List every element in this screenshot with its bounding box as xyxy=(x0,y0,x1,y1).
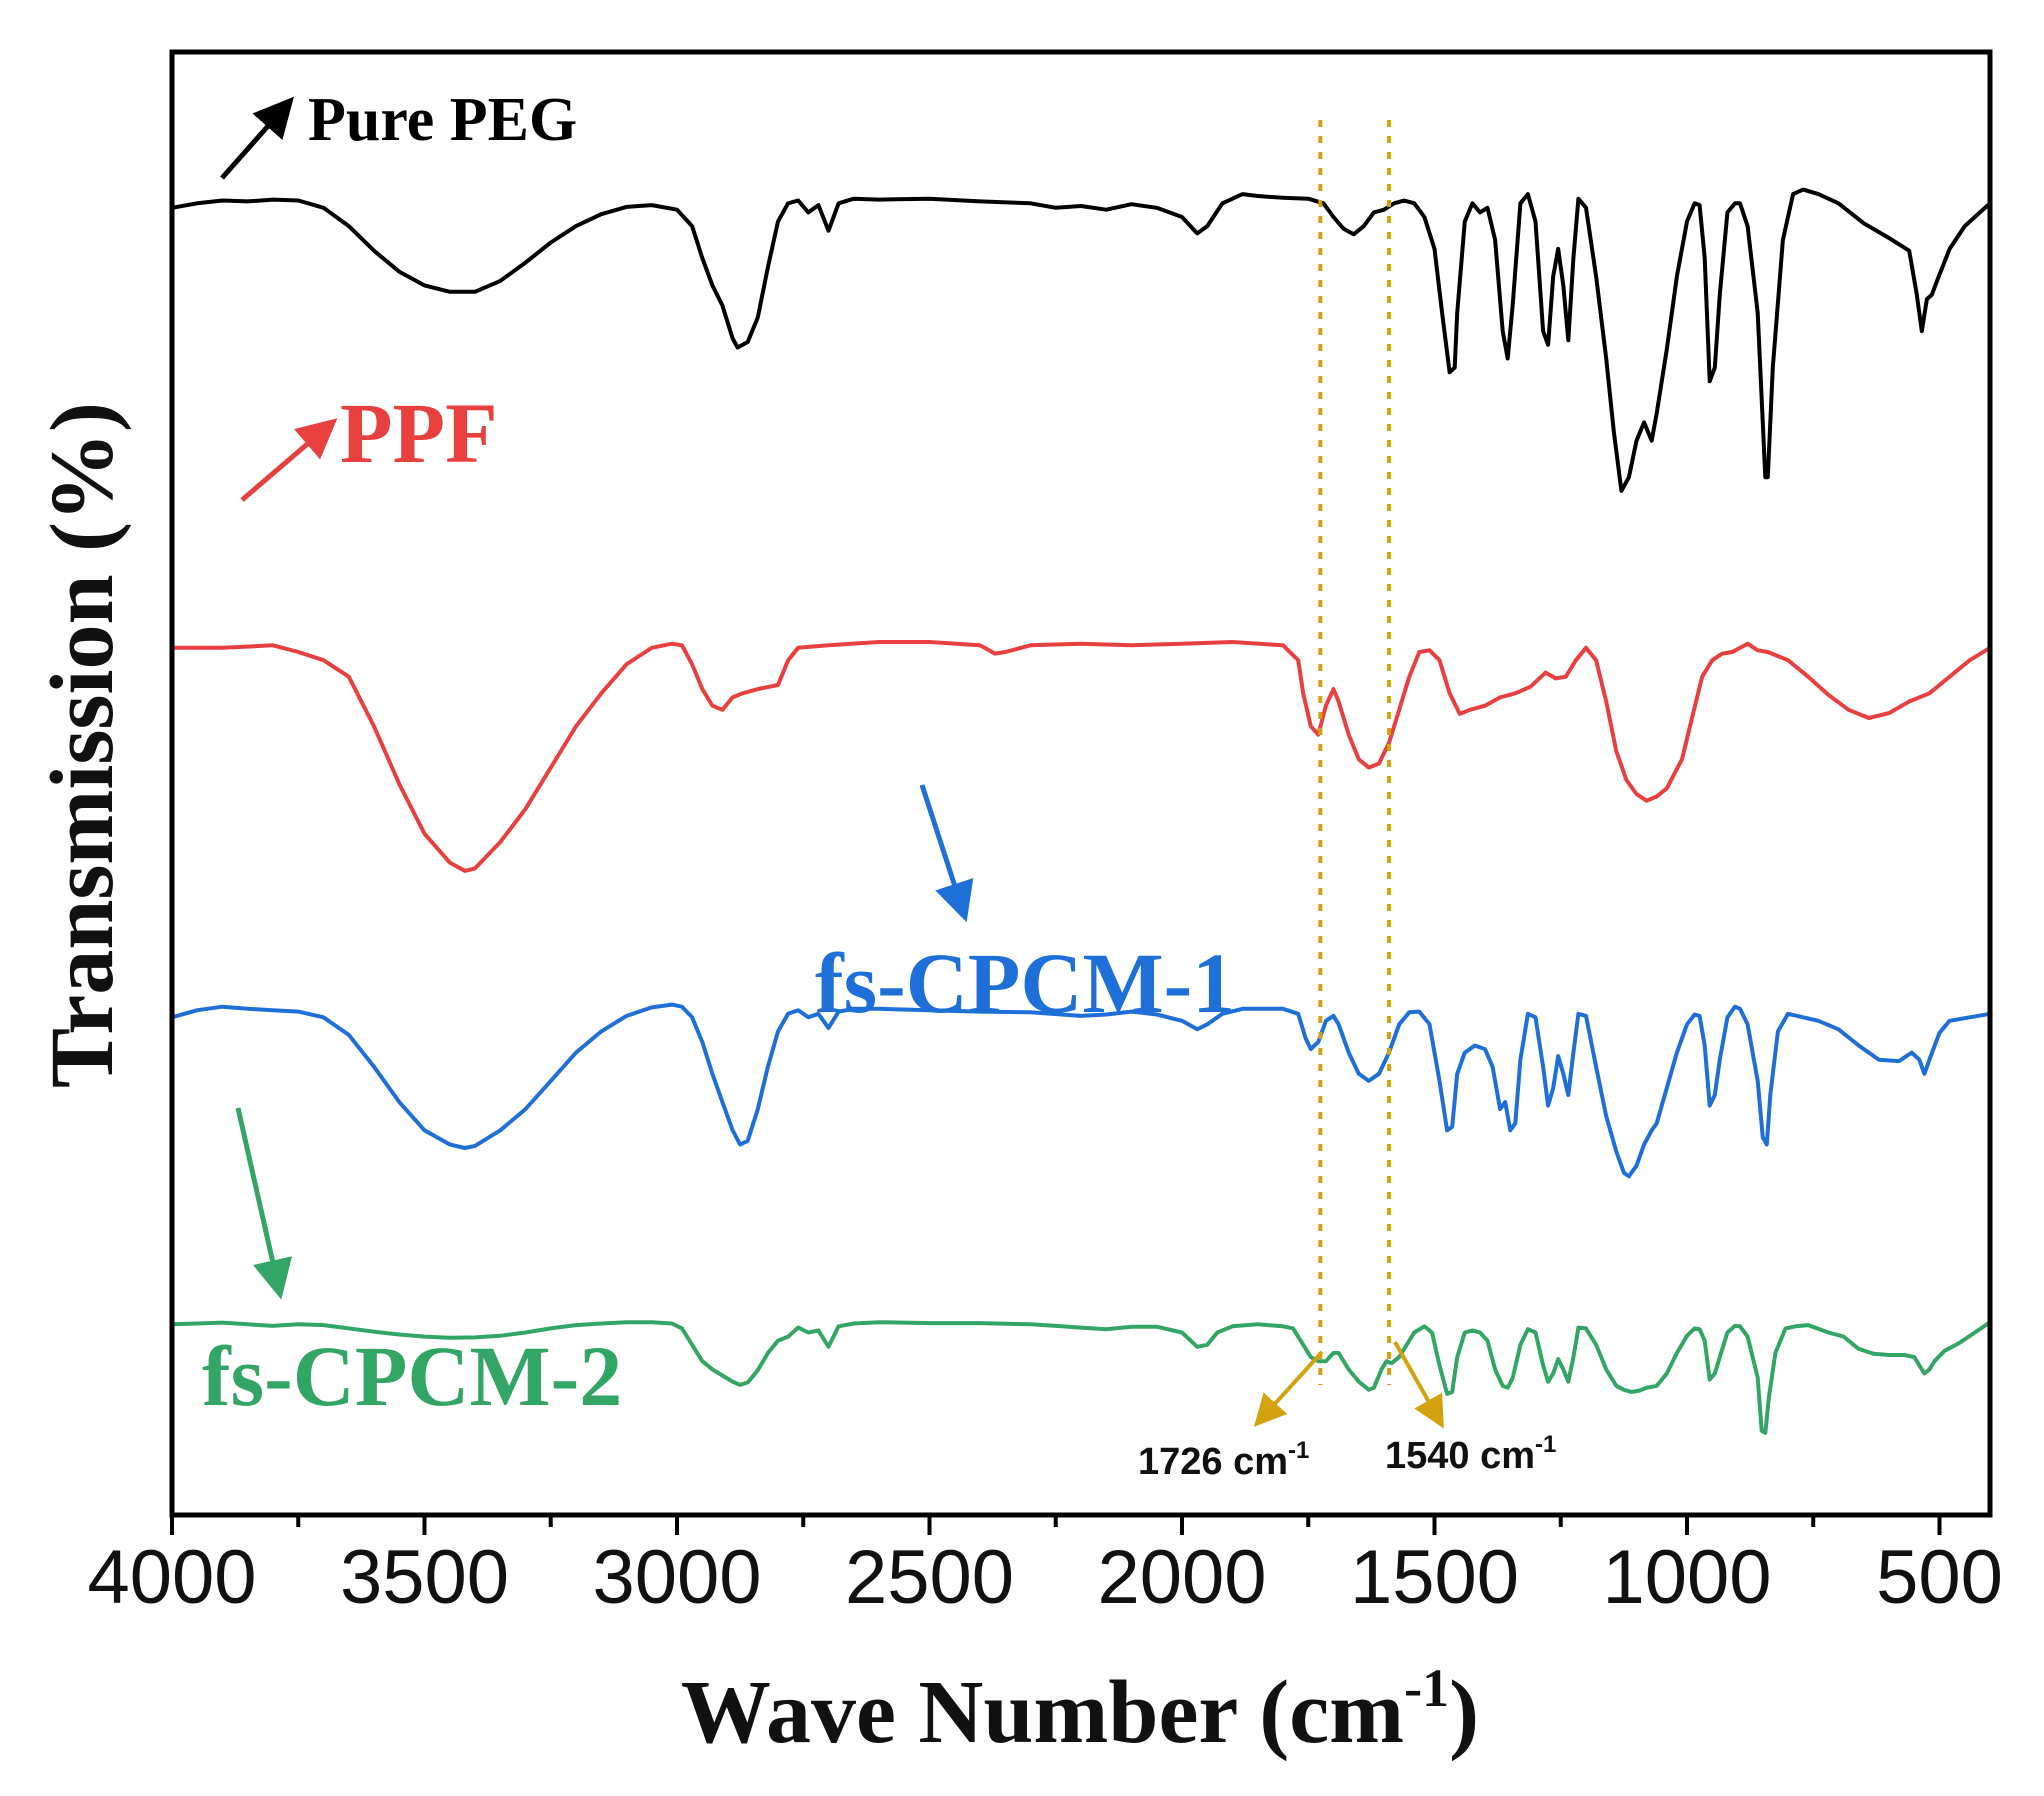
x-tick-label: 1000 xyxy=(1602,1535,1771,1620)
x-tick-label: 4000 xyxy=(87,1535,256,1620)
arrow-ppf xyxy=(240,418,338,502)
x-tick-label: 2000 xyxy=(1097,1535,1266,1620)
x-axis-title-close: ) xyxy=(1449,1663,1479,1762)
x-tick-label: 500 xyxy=(1876,1535,2003,1620)
plot-frame xyxy=(169,49,1993,1518)
arrow-1540 xyxy=(1393,1341,1444,1429)
x-axis-tick-labels: 4000 3500 3000 2500 2000 1500 1000 500 xyxy=(87,1535,2002,1620)
series-annotations: Pure PEG PPF fs-CPCM-1 fs-CPCM-2 xyxy=(202,86,1235,1424)
label-1726-text: 1726 cm xyxy=(1138,1441,1288,1483)
x-axis-title-superscript: -1 xyxy=(1404,1658,1449,1718)
x-tick-label: 3000 xyxy=(592,1535,761,1620)
arrow-pure-peg xyxy=(220,96,294,180)
series-line-pure-peg xyxy=(171,187,1992,493)
series-layer xyxy=(171,187,1992,1435)
label-1540-sup: -1 xyxy=(1535,1431,1556,1458)
label-1726-sup: -1 xyxy=(1288,1437,1309,1464)
x-tick-label: 3500 xyxy=(340,1535,509,1620)
label-1540: 1540 cm-1 xyxy=(1385,1431,1556,1477)
series-line-fs-cpcm-1 xyxy=(171,1002,1991,1179)
series-line-ppf xyxy=(172,640,1992,873)
x-tick-label: 2500 xyxy=(845,1535,1014,1620)
y-axis-title: Transmission (%) xyxy=(33,402,132,1088)
x-axis-title: Wave Number (cm-1) xyxy=(681,1658,1479,1762)
label-ppf: PPF xyxy=(340,385,498,481)
x-axis-title-text: Wave Number (cm xyxy=(681,1663,1404,1762)
label-1540-text: 1540 cm xyxy=(1385,1435,1535,1477)
label-fs-cpcm-2: fs-CPCM-2 xyxy=(202,1328,622,1424)
peak-annotations: 1726 cm-1 1540 cm-1 xyxy=(1138,1341,1556,1483)
x-axis-ticks xyxy=(170,1515,1942,1535)
label-fs-cpcm-1: fs-CPCM-1 xyxy=(815,935,1235,1031)
label-pure-peg: Pure PEG xyxy=(308,86,577,154)
label-1726: 1726 cm-1 xyxy=(1138,1437,1309,1483)
x-tick-label: 1500 xyxy=(1350,1535,1519,1620)
arrow-1726 xyxy=(1253,1350,1324,1427)
arrow-fs-cpcm-2 xyxy=(235,1107,292,1300)
arrow-fs-cpcm-1 xyxy=(919,784,974,923)
series-line-fs-cpcm-2 xyxy=(171,1320,1992,1435)
